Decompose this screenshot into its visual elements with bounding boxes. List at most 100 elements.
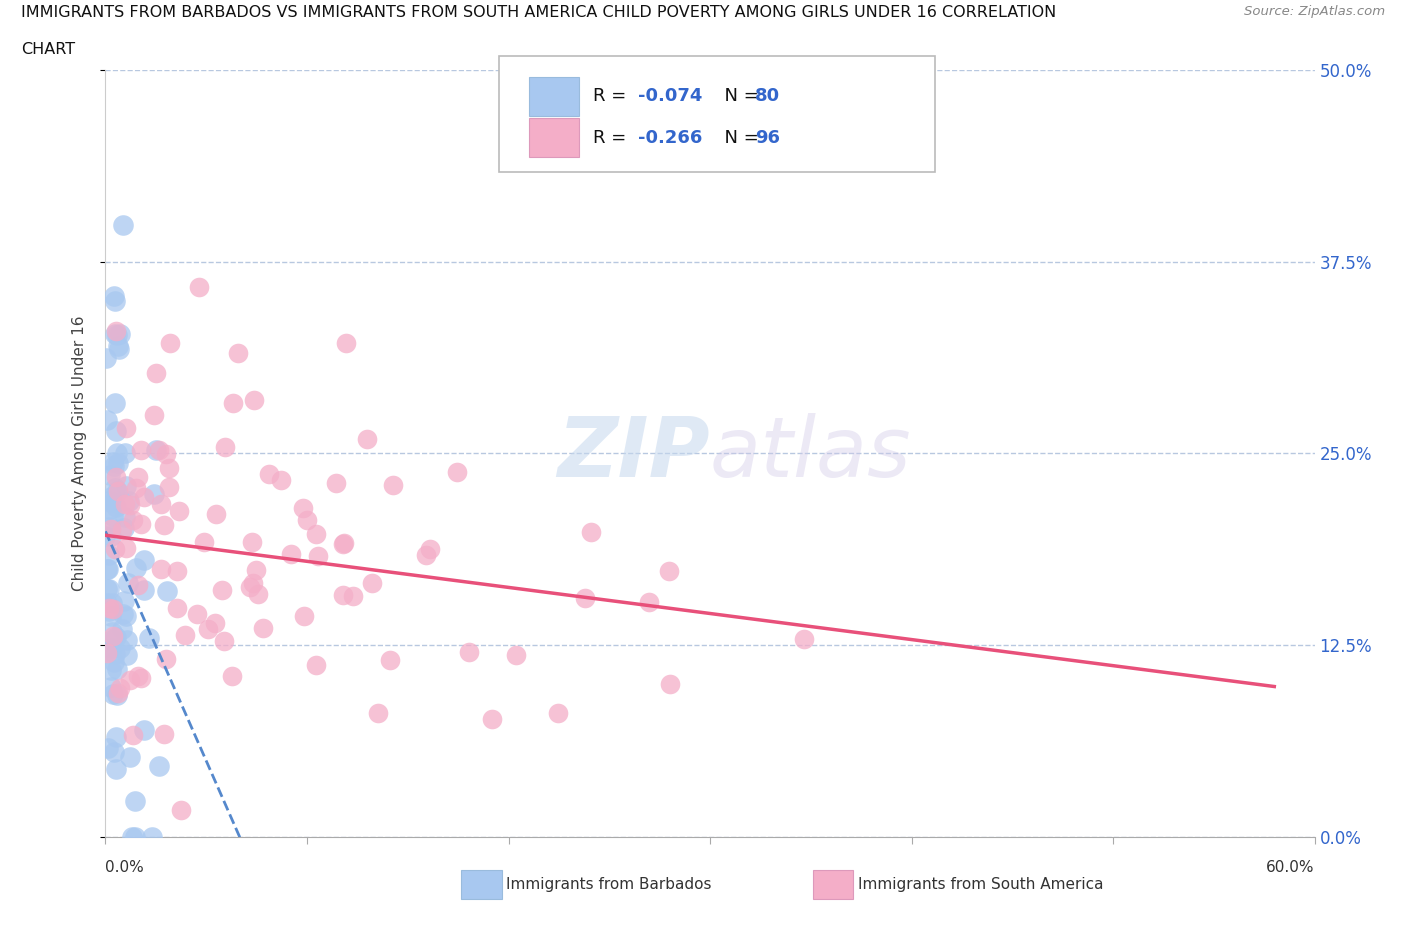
Point bbox=[211, 582, 233, 597]
Point bbox=[115, 421, 138, 436]
Point bbox=[101, 624, 124, 639]
Text: N =: N = bbox=[713, 128, 765, 147]
Point bbox=[367, 706, 389, 721]
Point bbox=[100, 489, 122, 504]
Point bbox=[105, 729, 128, 744]
Point bbox=[111, 622, 134, 637]
Point bbox=[659, 677, 682, 692]
Point bbox=[142, 486, 165, 501]
Text: Immigrants from Barbados: Immigrants from Barbados bbox=[506, 877, 711, 892]
Point bbox=[214, 439, 236, 454]
Point bbox=[100, 662, 122, 677]
Point bbox=[121, 512, 143, 527]
Point bbox=[101, 495, 124, 510]
Point bbox=[125, 561, 148, 576]
Point bbox=[104, 500, 127, 515]
Point bbox=[360, 576, 382, 591]
Point bbox=[105, 327, 128, 342]
Point bbox=[97, 601, 120, 616]
Point bbox=[100, 529, 122, 544]
Point bbox=[280, 546, 302, 561]
Point bbox=[107, 484, 129, 498]
Point bbox=[167, 504, 190, 519]
Text: 80: 80 bbox=[755, 86, 780, 105]
Point bbox=[481, 711, 503, 726]
Point bbox=[124, 481, 146, 496]
Point bbox=[166, 564, 188, 578]
Point bbox=[579, 525, 602, 539]
Point bbox=[186, 607, 208, 622]
Point bbox=[242, 576, 264, 591]
Point bbox=[105, 630, 128, 644]
Point bbox=[105, 688, 128, 703]
Point bbox=[127, 470, 149, 485]
Point bbox=[270, 472, 292, 487]
Text: -0.266: -0.266 bbox=[638, 128, 703, 147]
Point bbox=[103, 458, 125, 473]
Point bbox=[155, 652, 177, 667]
Y-axis label: Child Poverty Among Girls Under 16: Child Poverty Among Girls Under 16 bbox=[72, 315, 87, 591]
Point bbox=[115, 609, 138, 624]
Point bbox=[100, 641, 122, 656]
Point bbox=[156, 583, 179, 598]
Point bbox=[121, 830, 143, 844]
Point bbox=[333, 536, 356, 551]
Point bbox=[446, 464, 468, 479]
Point bbox=[157, 480, 180, 495]
Point bbox=[107, 685, 129, 700]
Point bbox=[257, 467, 280, 482]
Point bbox=[94, 351, 117, 365]
Point bbox=[105, 324, 128, 339]
Point bbox=[103, 744, 125, 759]
Point bbox=[127, 578, 149, 592]
Point bbox=[115, 479, 138, 494]
Point bbox=[221, 669, 243, 684]
Point bbox=[204, 616, 226, 631]
Point bbox=[101, 509, 124, 524]
Point bbox=[124, 830, 146, 844]
Point bbox=[134, 583, 156, 598]
Text: N =: N = bbox=[713, 86, 765, 105]
Point bbox=[145, 366, 167, 381]
Point bbox=[104, 647, 127, 662]
Text: IMMIGRANTS FROM BARBADOS VS IMMIGRANTS FROM SOUTH AMERICA CHILD POVERTY AMONG GI: IMMIGRANTS FROM BARBADOS VS IMMIGRANTS F… bbox=[21, 5, 1056, 20]
Point bbox=[110, 326, 132, 341]
Point bbox=[98, 604, 121, 618]
Point bbox=[100, 502, 122, 517]
Point bbox=[193, 535, 215, 550]
Point bbox=[104, 294, 127, 309]
Point bbox=[107, 339, 129, 353]
Point bbox=[419, 542, 441, 557]
Text: Immigrants from South America: Immigrants from South America bbox=[858, 877, 1104, 892]
Point bbox=[96, 413, 118, 428]
Point bbox=[115, 632, 138, 647]
Point bbox=[114, 445, 136, 460]
Point bbox=[132, 552, 155, 567]
Point bbox=[197, 621, 219, 636]
Point bbox=[138, 631, 160, 645]
Point bbox=[155, 446, 177, 461]
Point bbox=[547, 706, 569, 721]
Point bbox=[96, 644, 118, 658]
Text: -0.074: -0.074 bbox=[638, 86, 703, 105]
Point bbox=[124, 794, 146, 809]
Point bbox=[105, 445, 128, 460]
Point bbox=[149, 562, 172, 577]
Point bbox=[295, 512, 318, 527]
Point bbox=[97, 740, 120, 755]
Point bbox=[240, 535, 263, 550]
Point bbox=[104, 762, 127, 777]
Text: atlas: atlas bbox=[710, 413, 911, 494]
Point bbox=[142, 407, 165, 422]
Point bbox=[100, 609, 122, 624]
Point bbox=[188, 280, 211, 295]
Point bbox=[98, 581, 121, 596]
Point bbox=[637, 594, 659, 609]
Point bbox=[117, 576, 139, 591]
Point bbox=[505, 647, 527, 662]
Point bbox=[166, 601, 188, 616]
Point bbox=[112, 218, 135, 232]
Point bbox=[245, 563, 267, 578]
Point bbox=[110, 680, 132, 695]
Point bbox=[222, 396, 245, 411]
